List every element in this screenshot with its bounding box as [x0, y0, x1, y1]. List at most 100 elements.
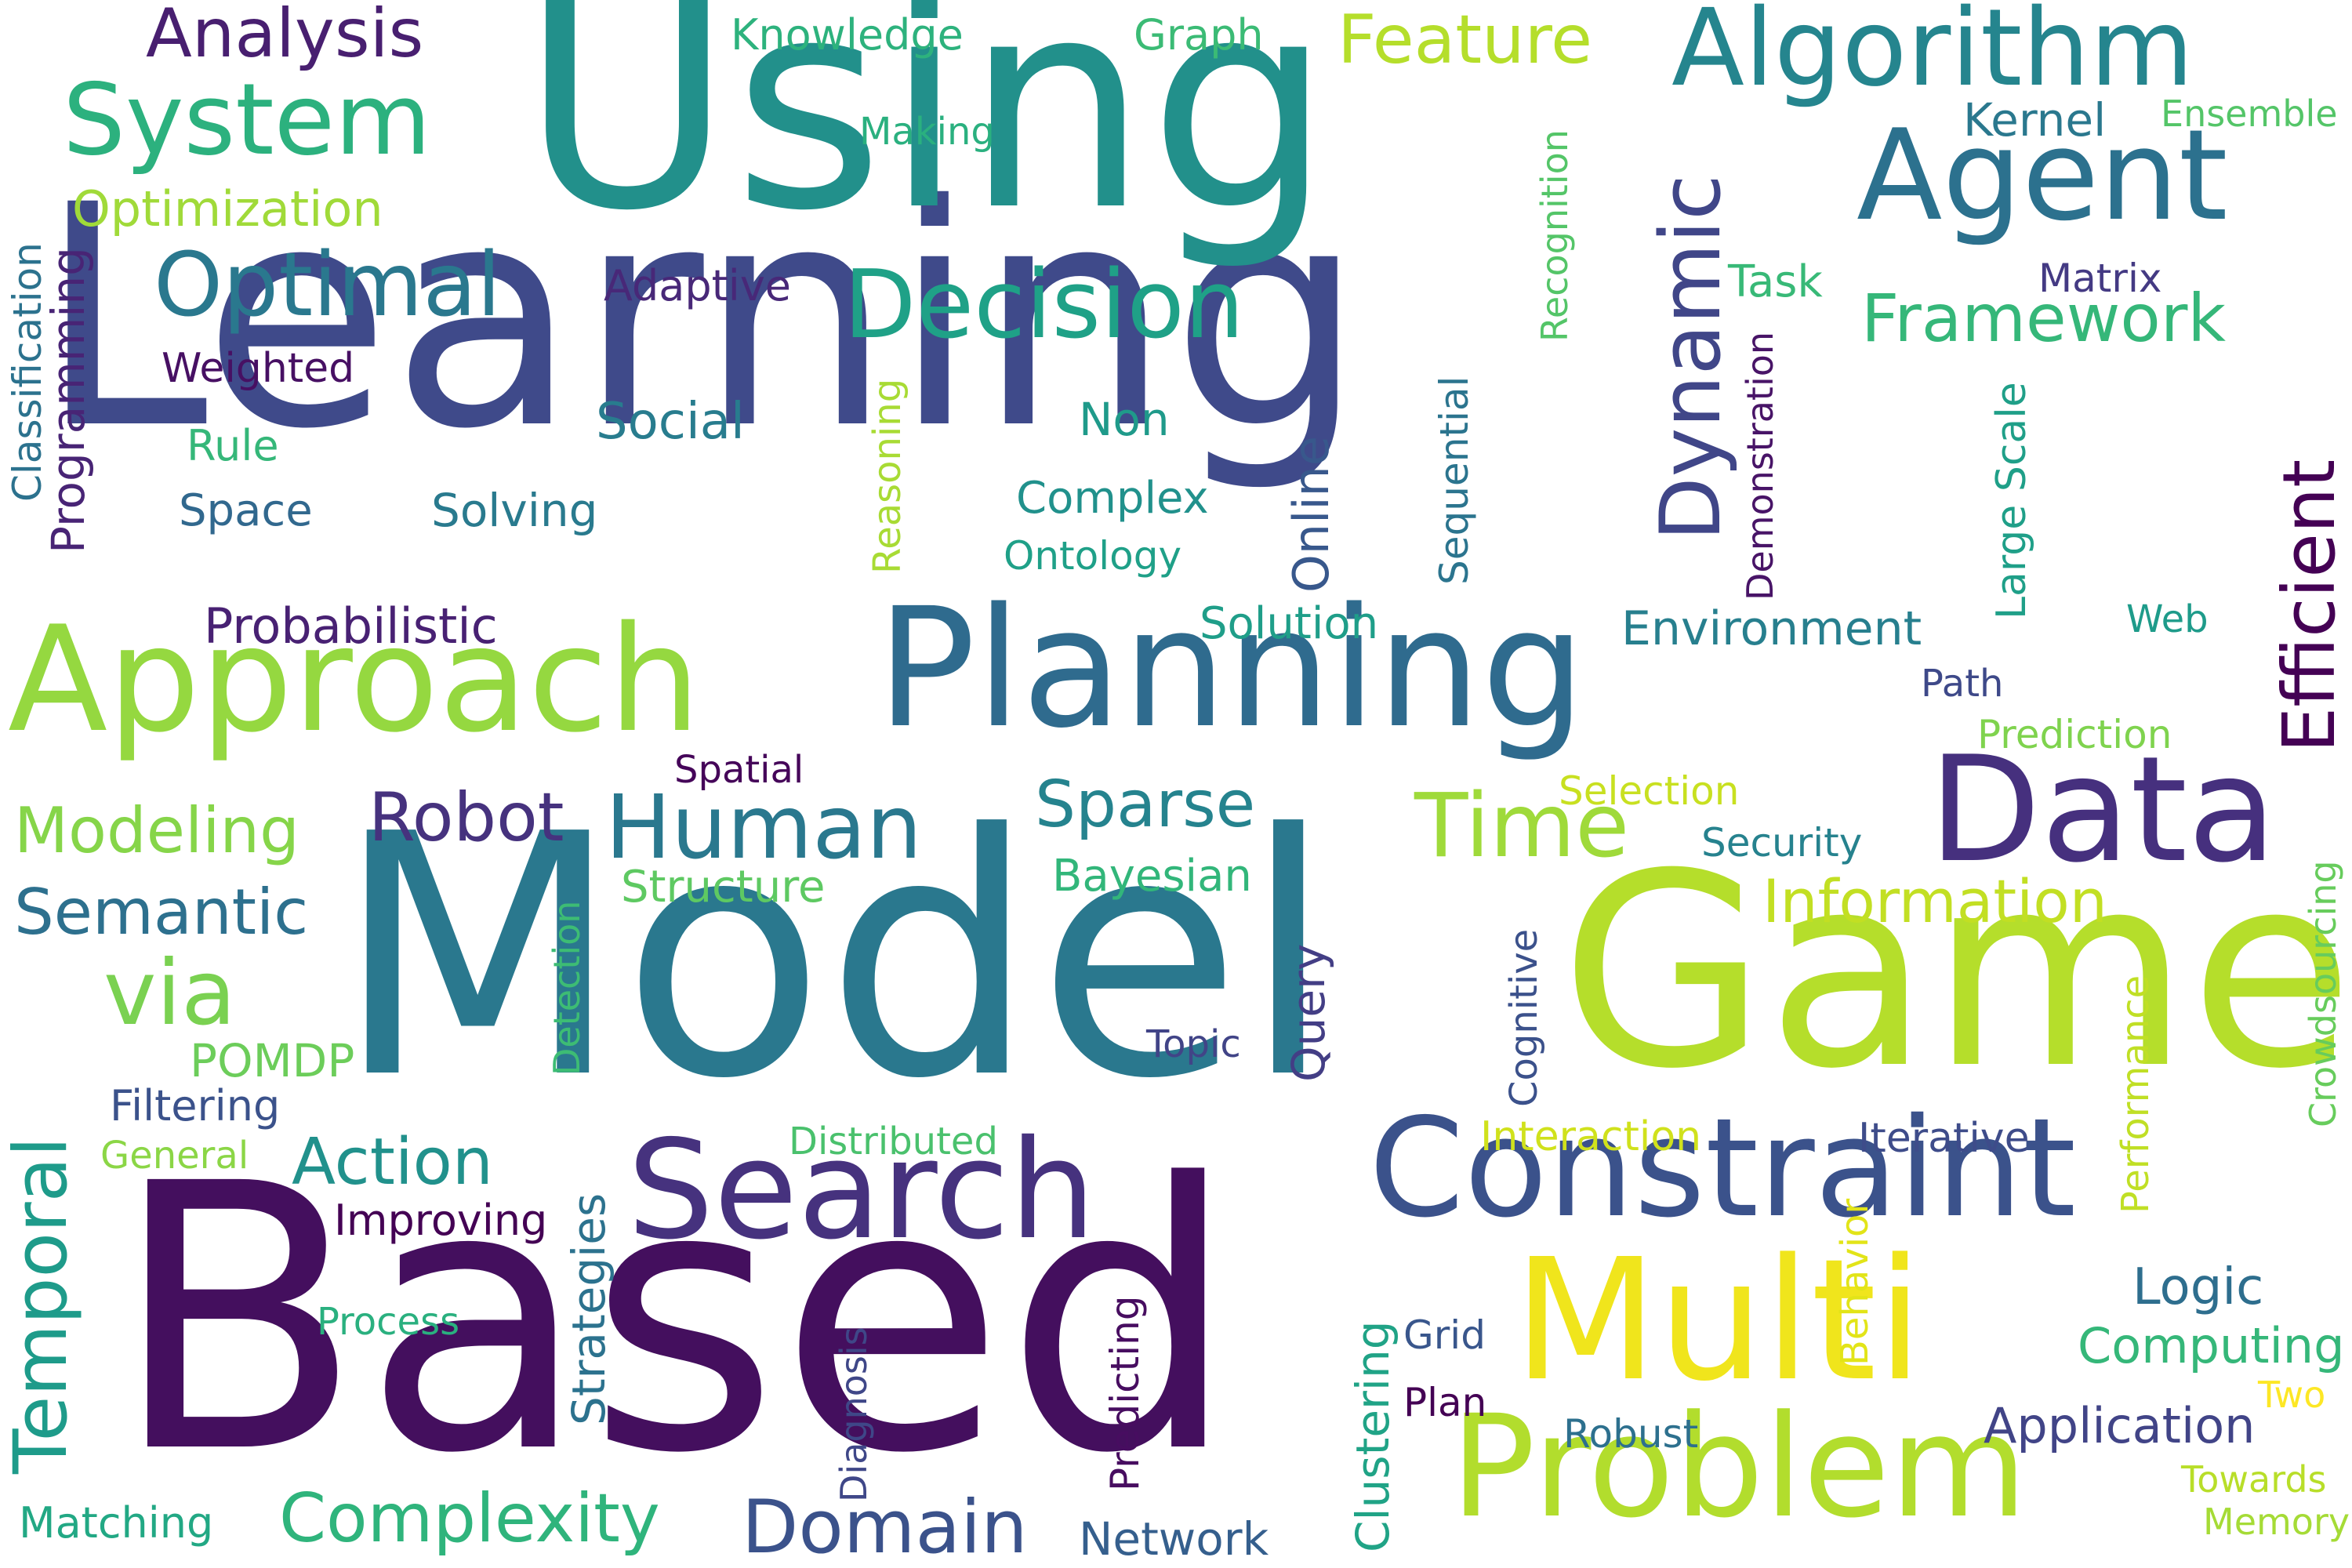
word-matrix: Matrix [2038, 256, 2162, 301]
word-computing: Computing [2078, 1317, 2345, 1374]
word-decision: Decision [844, 251, 1244, 360]
word-data: Data [1929, 724, 2278, 895]
word-logic: Logic [2132, 1258, 2264, 1316]
word-clustering: Clustering [1346, 1320, 1399, 1552]
word-kernel: Kernel [1963, 93, 2107, 147]
word-complexity: Complexity [279, 1479, 660, 1558]
word-solution: Solution [1200, 598, 1379, 649]
word-adaptive: Adaptive [604, 261, 791, 310]
word-robot: Robot [368, 779, 564, 857]
word-towards: Towards [2181, 1458, 2327, 1501]
word-detection: Detection [546, 900, 588, 1076]
word-efficient: Efficient [2267, 459, 2351, 753]
word-cognitive: Cognitive [1502, 928, 1546, 1107]
word-learning: Learning [38, 140, 1366, 495]
word-spatial: Spatial [674, 748, 804, 792]
word-space: Space [179, 485, 313, 536]
word-optimization: Optimization [72, 180, 383, 238]
word-distributed: Distributed [789, 1120, 998, 1163]
word-demonstration: Demonstration [1739, 331, 1781, 601]
word-analysis: Analysis [146, 0, 424, 73]
word-reasoning: Reasoning [866, 378, 909, 574]
word-making: Making [859, 110, 995, 154]
word-application: Application [1984, 1397, 2256, 1454]
word-interaction: Interaction [1480, 1113, 1702, 1160]
word-strategies: Strategies [562, 1192, 615, 1425]
word-plan: Plan [1403, 1380, 1487, 1425]
word-multi: Multi [1513, 1223, 1924, 1418]
word-network: Network [1079, 1512, 1269, 1566]
word-task: Task [1728, 256, 1823, 307]
word-graph: Graph [1134, 10, 1264, 60]
word-structure: Structure [621, 862, 826, 913]
word-domain: Domain [742, 1485, 1028, 1568]
word-iterative: Iterative [1858, 1115, 2030, 1162]
word-performance: Performance [2114, 975, 2158, 1214]
word-constraint: Constraint [1369, 1089, 2077, 1248]
word-bayesian: Bayesian [1052, 851, 1252, 902]
word-game: Game [1560, 817, 2352, 1127]
word-grid: Grid [1403, 1312, 1486, 1358]
word-prediction: Prediction [1977, 712, 2172, 757]
word-predicting: Predicting [1102, 1295, 1148, 1491]
word-feature: Feature [1338, 1, 1592, 79]
word-planning: Planning [877, 572, 1586, 764]
word-rule: Rule [187, 421, 279, 470]
word-diagnosis: Diagnosis [833, 1327, 875, 1502]
word-solving: Solving [431, 484, 598, 537]
word-approach: Approach [8, 594, 701, 764]
word-filtering: Filtering [110, 1081, 281, 1131]
word-sequential: Sequential [1432, 376, 1477, 585]
word-action: Action [292, 1125, 493, 1200]
word-knowledge: Knowledge [731, 10, 964, 60]
word-topic: Topic [1146, 1022, 1241, 1066]
word-time: Time [1414, 775, 1630, 877]
word-non: Non [1079, 393, 1170, 446]
word-improving: Improving [334, 1196, 548, 1245]
word-probabilistic: Probabilistic [204, 597, 498, 655]
word-modeling: Modeling [14, 794, 299, 867]
word-general: General [100, 1134, 249, 1178]
word-search: Search [627, 1111, 1096, 1270]
word-behavior: Behavior [1833, 1198, 1877, 1366]
word-model: Model [334, 764, 1335, 1152]
word-ensemble: Ensemble [2161, 93, 2338, 135]
word-memory: Memory [2203, 1501, 2350, 1543]
word-ontology: Ontology [1004, 533, 1182, 579]
word-crowdsourcing: Crowdsourcing [2302, 860, 2344, 1127]
word-security: Security [1701, 820, 1863, 866]
word-query: Query [1282, 943, 1335, 1082]
word-human: Human [605, 777, 922, 879]
word-temporal: Temporal [0, 1136, 84, 1474]
word-complex: Complex [1016, 473, 1209, 524]
word-framework: Framework [1861, 280, 2226, 357]
word-matching: Matching [19, 1498, 214, 1548]
word-using: Using [521, 0, 1333, 274]
word-web: Web [2126, 597, 2209, 641]
word-optimal: Optimal [154, 234, 502, 336]
word-path: Path [1921, 662, 2004, 706]
word-process: Process [317, 1300, 460, 1344]
word-sparse: Sparse [1035, 768, 1256, 842]
word-information: Information [1762, 866, 2107, 936]
word-dynamic: Dynamic [1642, 174, 1739, 541]
word-selection: Selection [1559, 768, 1740, 814]
word-recognition: Recognition [1534, 129, 1576, 342]
word-problem: Problem [1450, 1385, 2027, 1549]
word-large-scale: Large Scale [1988, 382, 2035, 619]
word-agent: Agent [1857, 102, 2228, 249]
word-programming: Programming [42, 247, 95, 554]
word-algorithm: Algorithm [1671, 0, 2194, 111]
word-environment: Environment [1621, 601, 1922, 656]
word-weighted: Weighted [162, 345, 355, 392]
word-two: Two [2258, 1374, 2326, 1416]
word-semantic: Semantic [14, 876, 309, 949]
word-based: Based [111, 1107, 1238, 1534]
word-via: via [103, 941, 236, 1045]
word-pomdp: POMDP [190, 1034, 355, 1087]
word-social: Social [596, 393, 745, 451]
word-robust: Robust [1563, 1411, 1699, 1457]
word-system: System [63, 62, 431, 177]
word-online: Online [1283, 436, 1340, 593]
